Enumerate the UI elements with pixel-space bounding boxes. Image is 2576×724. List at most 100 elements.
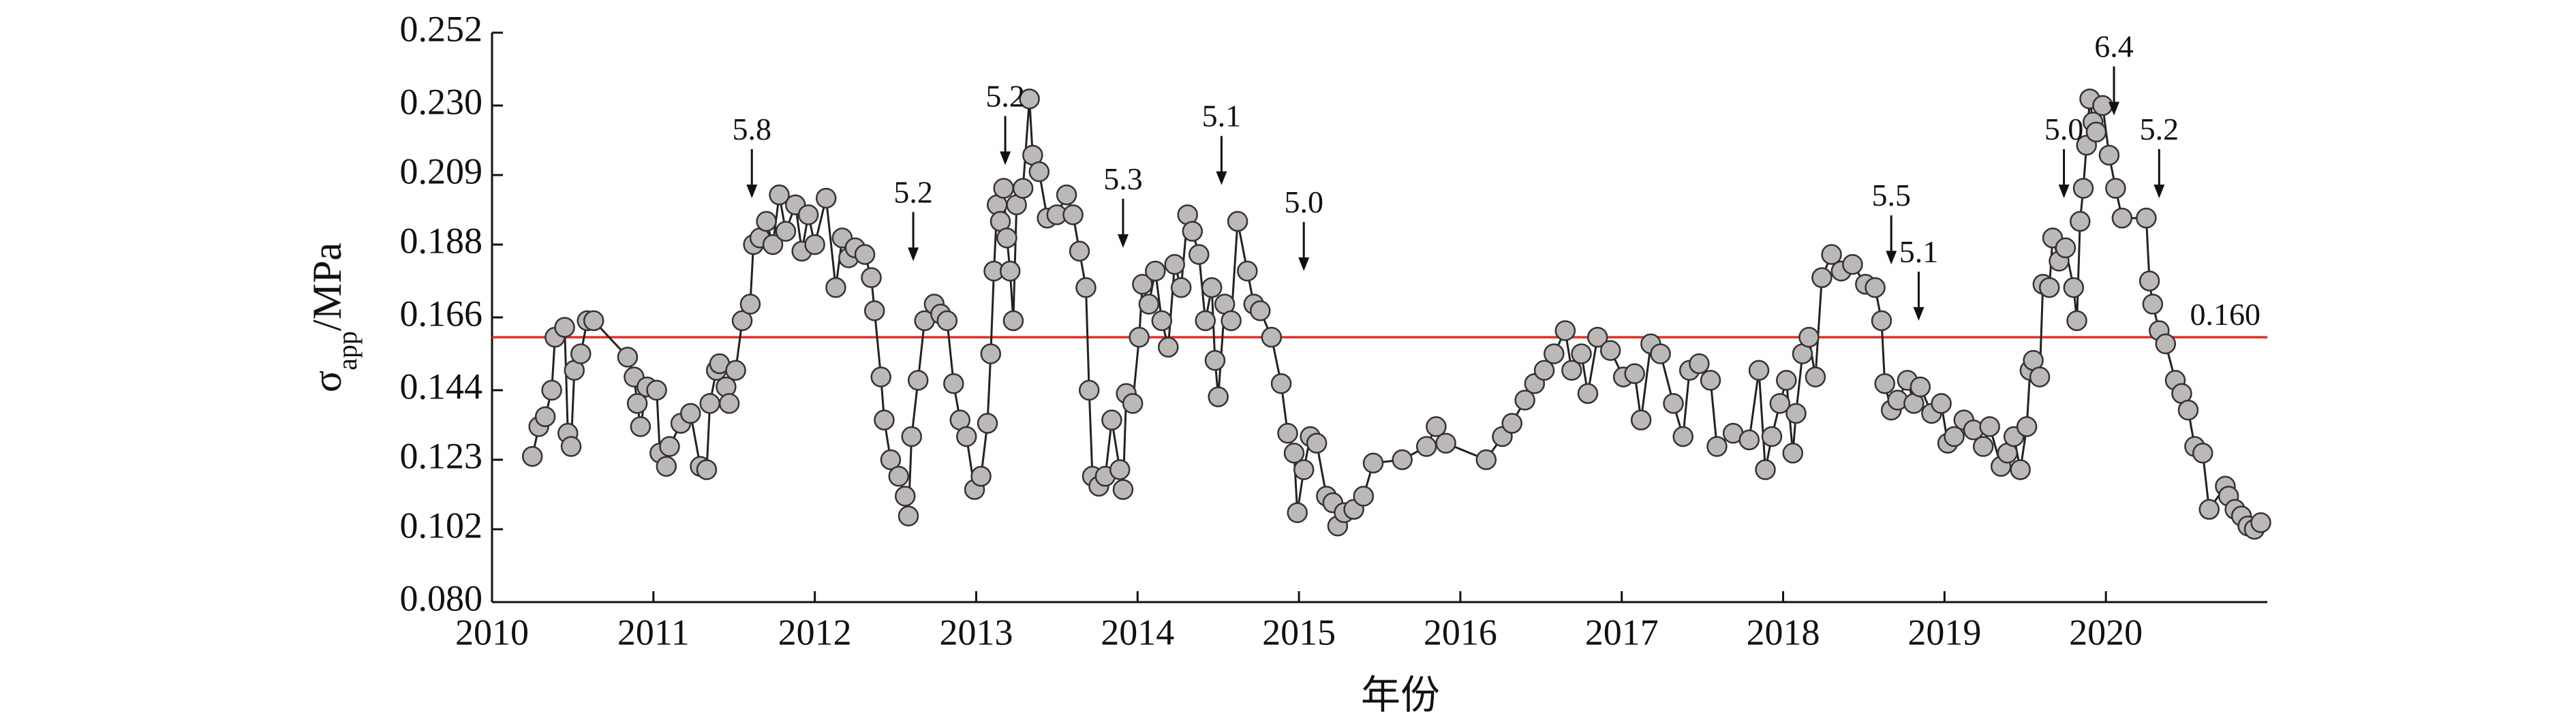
x-tick-label: 2010 bbox=[455, 612, 529, 652]
data-point bbox=[554, 317, 575, 338]
data-point bbox=[541, 379, 562, 401]
data-point bbox=[1132, 274, 1153, 295]
data-point bbox=[980, 343, 1002, 364]
data-point bbox=[2111, 207, 2133, 229]
data-point bbox=[1700, 370, 1721, 391]
annotation-arrow-head bbox=[2153, 185, 2165, 199]
data-point bbox=[1306, 432, 1328, 454]
data-point bbox=[1475, 449, 1497, 471]
threshold-label: 0.160 bbox=[2190, 297, 2261, 332]
data-point bbox=[1501, 413, 1522, 434]
data-point bbox=[1865, 277, 1886, 298]
x-tick-label: 2017 bbox=[1585, 612, 1659, 652]
data-point bbox=[1353, 486, 1375, 507]
data-point bbox=[1544, 343, 1565, 364]
data-point bbox=[1189, 244, 1210, 265]
data-point bbox=[1250, 300, 1271, 321]
y-tick-label: 0.188 bbox=[400, 220, 483, 261]
data-point bbox=[1782, 443, 1804, 464]
annotation-label: 5.2 bbox=[893, 174, 933, 209]
data-point bbox=[1663, 393, 1684, 414]
data-point bbox=[1151, 310, 1173, 332]
data-point bbox=[756, 210, 777, 232]
data-point bbox=[1871, 310, 1892, 332]
annotation-label: 5.1 bbox=[1899, 234, 1939, 269]
data-point bbox=[1277, 422, 1298, 444]
data-point bbox=[2198, 499, 2220, 520]
annotation-arrow-head bbox=[2058, 185, 2070, 199]
data-point bbox=[1426, 416, 1447, 437]
data-point bbox=[815, 187, 837, 209]
data-point bbox=[534, 406, 556, 428]
data-point bbox=[898, 505, 919, 526]
data-point bbox=[1012, 178, 1034, 199]
data-point bbox=[2070, 210, 2091, 232]
data-point bbox=[762, 234, 784, 255]
data-point bbox=[1182, 221, 1203, 242]
data-point bbox=[1798, 326, 1820, 348]
data-point bbox=[2155, 333, 2177, 355]
data-point bbox=[1624, 363, 1645, 384]
data-point bbox=[1221, 310, 1242, 332]
annotation-arrow-head bbox=[2109, 101, 2120, 116]
data-point bbox=[1028, 161, 1050, 183]
data-point bbox=[2136, 207, 2157, 229]
y-label-symbol: σ bbox=[305, 371, 350, 392]
data-point bbox=[2010, 459, 2031, 480]
data-point bbox=[1706, 436, 1728, 457]
annotation-label: 5.2 bbox=[2140, 112, 2179, 146]
y-tick-label: 0.166 bbox=[400, 293, 483, 334]
data-point bbox=[1910, 376, 1931, 398]
data-point bbox=[804, 234, 825, 255]
data-point bbox=[1283, 443, 1305, 464]
data-point bbox=[1075, 277, 1097, 298]
annotation-label: 5.3 bbox=[1103, 161, 1143, 196]
data-point bbox=[1944, 426, 1965, 447]
data-point bbox=[1019, 88, 1040, 110]
data-point bbox=[1002, 310, 1024, 332]
data-point bbox=[1979, 416, 2000, 437]
data-point bbox=[977, 413, 998, 434]
data-point bbox=[907, 370, 929, 391]
data-point bbox=[1533, 360, 1555, 381]
data-point bbox=[825, 277, 846, 298]
data-point bbox=[970, 466, 992, 487]
x-tick-label: 2014 bbox=[1101, 612, 1174, 652]
data-point bbox=[696, 459, 718, 480]
annotation-label: 5.1 bbox=[1202, 99, 1242, 133]
data-point bbox=[854, 244, 876, 265]
annotation-label: 5.2 bbox=[985, 78, 1025, 113]
data-point bbox=[1069, 240, 1090, 262]
data-point bbox=[731, 310, 753, 332]
data-point bbox=[1874, 373, 1895, 394]
data-point bbox=[888, 466, 910, 487]
data-point bbox=[1270, 373, 1292, 394]
data-point bbox=[1931, 393, 1952, 414]
data-point bbox=[936, 310, 958, 332]
data-point bbox=[2092, 95, 2113, 116]
data-point bbox=[1972, 436, 1994, 457]
data-point bbox=[560, 436, 582, 457]
data-point bbox=[1287, 502, 1308, 524]
data-point bbox=[1062, 204, 1084, 225]
data-point bbox=[2250, 512, 2271, 533]
data-point bbox=[699, 393, 720, 414]
data-point bbox=[1208, 386, 1229, 407]
data-point bbox=[680, 403, 701, 424]
data-point bbox=[2072, 178, 2094, 199]
data-point bbox=[1748, 360, 1770, 381]
y-label-unit: /MPa bbox=[305, 242, 350, 331]
data-point bbox=[1078, 379, 1100, 401]
data-point bbox=[1237, 260, 1258, 282]
x-tick-label: 2012 bbox=[778, 612, 852, 652]
data-point bbox=[999, 260, 1021, 282]
data-point bbox=[870, 366, 891, 388]
data-point bbox=[1101, 409, 1122, 430]
data-point bbox=[2055, 237, 2076, 259]
data-point bbox=[2098, 144, 2120, 166]
data-point bbox=[1571, 343, 1592, 364]
data-point bbox=[1293, 459, 1315, 480]
data-point bbox=[1769, 393, 1791, 414]
y-tick-label: 0.102 bbox=[400, 505, 483, 546]
